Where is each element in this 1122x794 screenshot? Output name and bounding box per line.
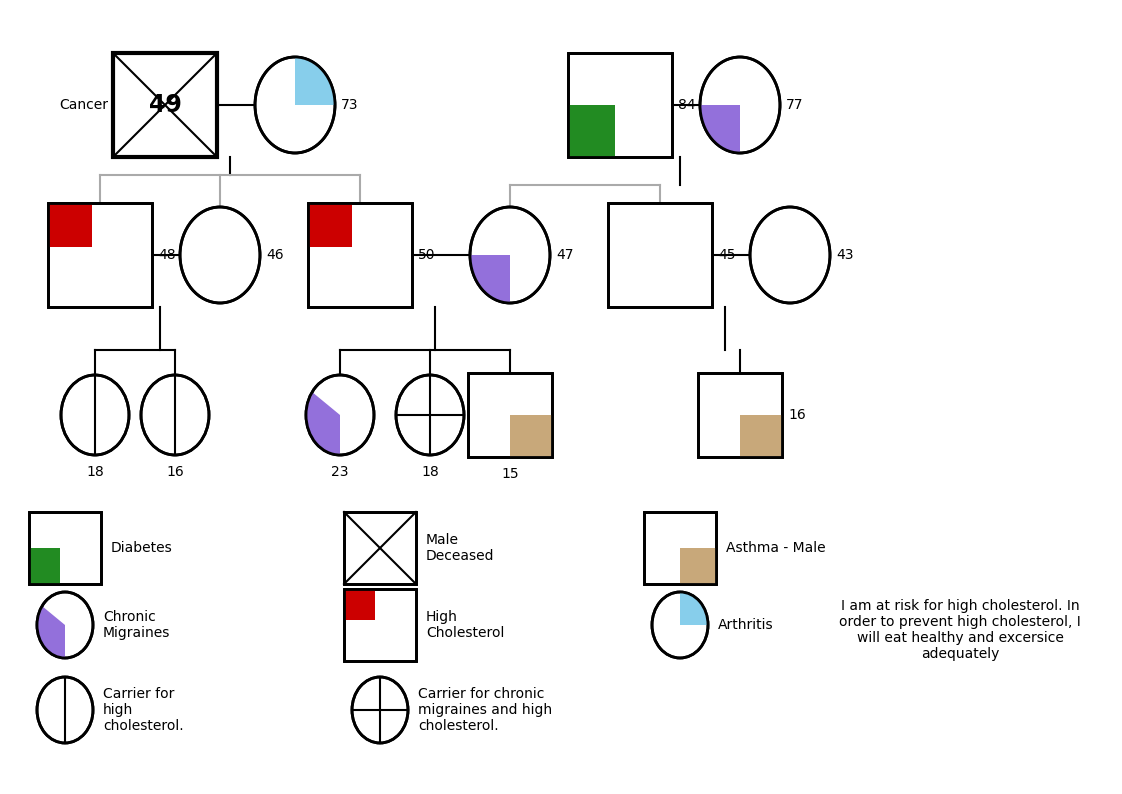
Ellipse shape: [61, 375, 129, 455]
Ellipse shape: [749, 207, 830, 303]
Text: 15: 15: [502, 467, 518, 481]
Bar: [29, 548, 59, 584]
Text: Chronic
Migraines: Chronic Migraines: [103, 610, 171, 640]
Bar: [608, 203, 712, 307]
Bar: [29, 512, 101, 584]
Text: 18: 18: [86, 465, 104, 479]
Text: 16: 16: [788, 408, 806, 422]
Ellipse shape: [352, 677, 408, 743]
Bar: [680, 548, 716, 584]
Bar: [29, 512, 101, 584]
Bar: [568, 53, 672, 157]
Ellipse shape: [470, 207, 550, 303]
Text: Diabetes: Diabetes: [111, 541, 173, 555]
Bar: [48, 203, 92, 247]
Polygon shape: [470, 255, 511, 303]
Ellipse shape: [180, 207, 260, 303]
Ellipse shape: [37, 677, 93, 743]
Text: Cancer: Cancer: [59, 98, 108, 112]
Bar: [309, 203, 352, 247]
Bar: [344, 589, 375, 619]
Text: 50: 50: [419, 248, 435, 262]
Bar: [568, 105, 615, 157]
Text: Asthma - Male: Asthma - Male: [726, 541, 826, 555]
Text: 49: 49: [148, 93, 182, 117]
Bar: [644, 512, 716, 584]
Bar: [698, 373, 782, 457]
Bar: [644, 512, 716, 584]
Text: Arthritis: Arthritis: [718, 618, 774, 632]
Ellipse shape: [37, 592, 93, 658]
Text: 73: 73: [341, 98, 359, 112]
Text: 46: 46: [266, 248, 284, 262]
Bar: [608, 203, 712, 307]
Polygon shape: [700, 105, 741, 153]
Bar: [309, 203, 412, 307]
Bar: [511, 415, 552, 457]
Text: 77: 77: [787, 98, 803, 112]
Text: High
Cholesterol: High Cholesterol: [426, 610, 505, 640]
Text: 47: 47: [557, 248, 573, 262]
Ellipse shape: [700, 57, 780, 153]
Ellipse shape: [141, 375, 209, 455]
Bar: [741, 415, 782, 457]
Text: Carrier for chronic
migraines and high
cholesterol.: Carrier for chronic migraines and high c…: [419, 687, 552, 733]
Polygon shape: [680, 592, 708, 625]
Bar: [344, 589, 416, 661]
Text: 18: 18: [421, 465, 439, 479]
Ellipse shape: [306, 375, 374, 455]
Bar: [468, 373, 552, 457]
Bar: [113, 53, 217, 157]
Bar: [468, 373, 552, 457]
Text: 16: 16: [166, 465, 184, 479]
Ellipse shape: [255, 57, 335, 153]
Bar: [568, 53, 672, 157]
Bar: [344, 512, 416, 584]
Polygon shape: [37, 606, 65, 658]
Text: Carrier for
high
cholesterol.: Carrier for high cholesterol.: [103, 687, 184, 733]
Text: 43: 43: [836, 248, 854, 262]
Text: 84: 84: [678, 98, 696, 112]
Ellipse shape: [652, 592, 708, 658]
Ellipse shape: [396, 375, 465, 455]
Bar: [48, 203, 151, 307]
Bar: [48, 203, 151, 307]
Bar: [698, 373, 782, 457]
Polygon shape: [295, 57, 335, 105]
Text: I am at risk for high cholesterol. In
order to prevent high cholesterol, I
will : I am at risk for high cholesterol. In or…: [839, 599, 1080, 661]
Bar: [309, 203, 412, 307]
Polygon shape: [306, 392, 340, 455]
Text: Male
Deceased: Male Deceased: [426, 533, 495, 563]
Bar: [344, 589, 416, 661]
Text: 48: 48: [158, 248, 176, 262]
Text: 45: 45: [718, 248, 736, 262]
Bar: [344, 512, 416, 584]
Text: 23: 23: [331, 465, 349, 479]
